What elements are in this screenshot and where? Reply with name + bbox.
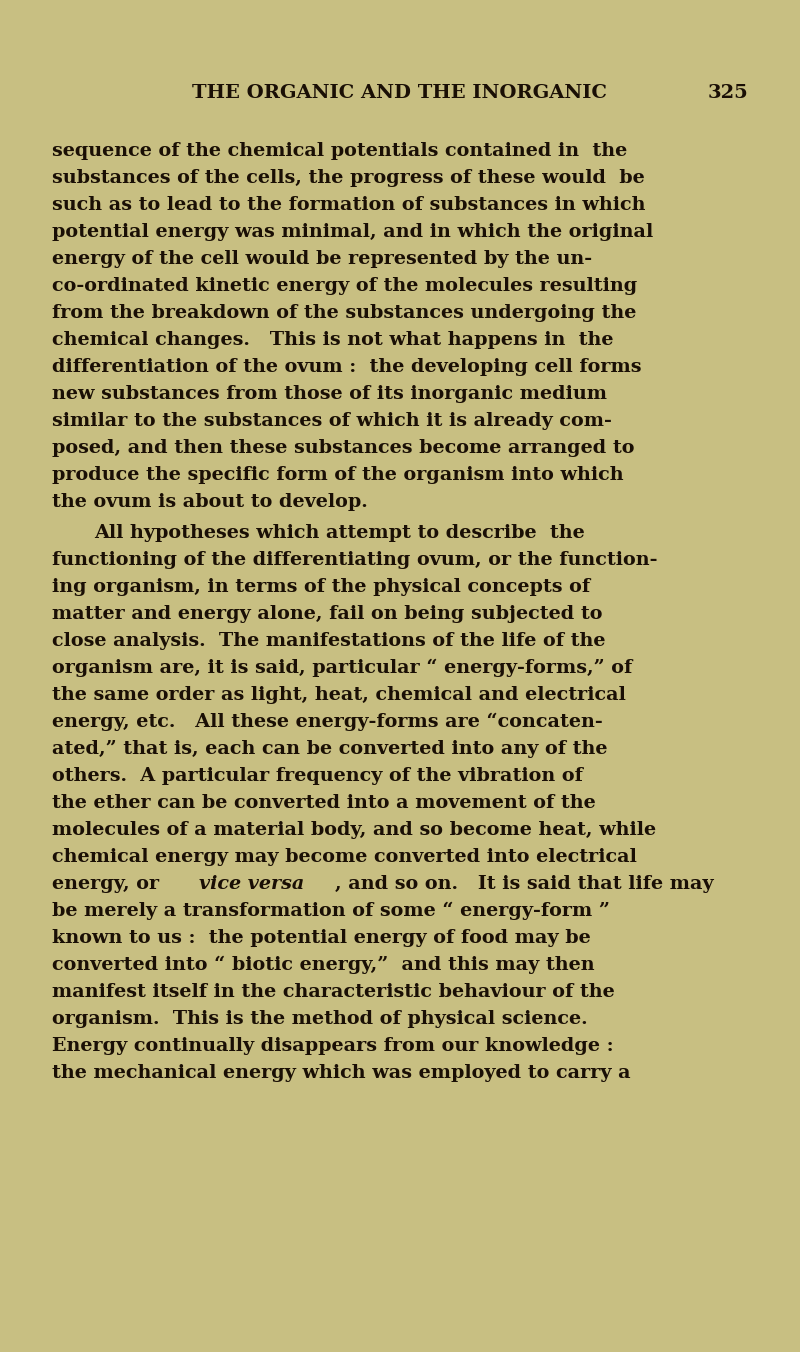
Text: converted into “ biotic energy,”  and this may then: converted into “ biotic energy,” and thi… [52,956,594,975]
Text: close analysis.  The manifestations of the life of the: close analysis. The manifestations of th… [52,631,606,650]
Text: the same order as light, heat, chemical and electrical: the same order as light, heat, chemical … [52,685,626,704]
Text: substances of the cells, the progress of these would  be: substances of the cells, the progress of… [52,169,645,187]
Text: differentiation of the ovum :  the developing cell forms: differentiation of the ovum : the develo… [52,358,642,376]
Text: , and so on.   It is said that life may: , and so on. It is said that life may [334,875,714,894]
Text: molecules of a material body, and so become heat, while: molecules of a material body, and so bec… [52,821,656,840]
Text: co-ordinated kinetic energy of the molecules resulting: co-ordinated kinetic energy of the molec… [52,277,638,295]
Text: manifest itself in the characteristic behaviour of the: manifest itself in the characteristic be… [52,983,614,1000]
Text: vice versa: vice versa [198,875,304,894]
Text: similar to the substances of which it is already com-: similar to the substances of which it is… [52,412,612,430]
Text: the ether can be converted into a movement of the: the ether can be converted into a moveme… [52,794,596,813]
Text: THE ORGANIC AND THE INORGANIC: THE ORGANIC AND THE INORGANIC [193,84,607,101]
Text: energy, etc.   All these energy-forms are “concaten-: energy, etc. All these energy-forms are … [52,713,602,731]
Text: All hypotheses which attempt to describe  the: All hypotheses which attempt to describe… [94,525,585,542]
Text: functioning of the differentiating ovum, or the function-: functioning of the differentiating ovum,… [52,552,658,569]
Text: new substances from those of its inorganic medium: new substances from those of its inorgan… [52,385,607,403]
Text: energy, or: energy, or [52,875,166,894]
Text: the mechanical energy which was employed to carry a: the mechanical energy which was employed… [52,1064,630,1082]
Text: sequence of the chemical potentials contained in  the: sequence of the chemical potentials cont… [52,142,627,160]
Text: chemical changes.   This is not what happens in  the: chemical changes. This is not what happe… [52,331,614,349]
Text: 325: 325 [707,84,748,101]
Text: Energy continually disappears from our knowledge :: Energy continually disappears from our k… [52,1037,614,1055]
Text: from the breakdown of the substances undergoing the: from the breakdown of the substances und… [52,304,636,322]
Text: known to us :  the potential energy of food may be: known to us : the potential energy of fo… [52,929,590,946]
Text: be merely a transformation of some “ energy-form ”: be merely a transformation of some “ ene… [52,902,610,921]
Text: others.  A particular frequency of the vibration of: others. A particular frequency of the vi… [52,767,583,786]
Text: matter and energy alone, fail on being subjected to: matter and energy alone, fail on being s… [52,606,602,623]
Text: posed, and then these substances become arranged to: posed, and then these substances become … [52,439,634,457]
Text: energy of the cell would be represented by the un-: energy of the cell would be represented … [52,250,592,268]
Text: potential energy was minimal, and in which the original: potential energy was minimal, and in whi… [52,223,654,241]
Text: ing organism, in terms of the physical concepts of: ing organism, in terms of the physical c… [52,579,590,596]
Text: such as to lead to the formation of substances in which: such as to lead to the formation of subs… [52,196,646,214]
Text: organism.  This is the method of physical science.: organism. This is the method of physical… [52,1010,588,1028]
Text: ated,” that is, each can be converted into any of the: ated,” that is, each can be converted in… [52,740,607,758]
Text: organism are, it is said, particular “ energy-forms,” of: organism are, it is said, particular “ e… [52,658,632,677]
Text: chemical energy may become converted into electrical: chemical energy may become converted int… [52,848,637,867]
Text: produce the specific form of the organism into which: produce the specific form of the organis… [52,466,624,484]
Text: the ovum is about to develop.: the ovum is about to develop. [52,493,368,511]
